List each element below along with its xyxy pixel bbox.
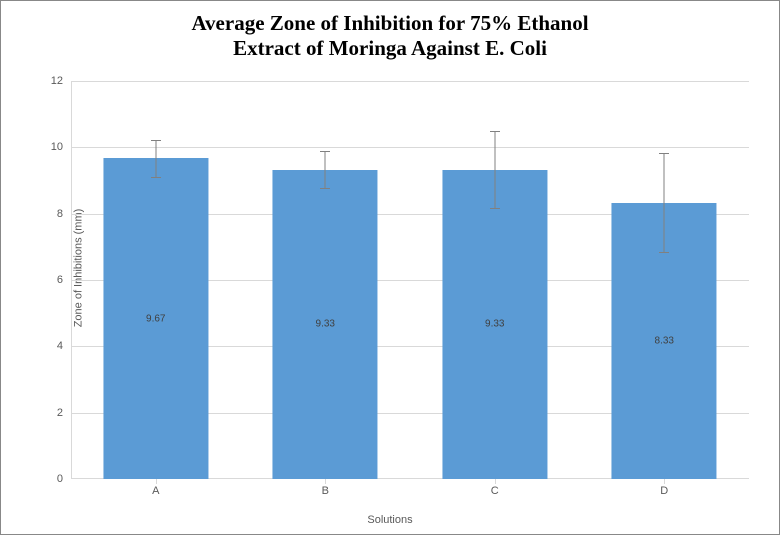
plot-area: 0246810129.67A9.33B9.33C8.33D — [71, 81, 749, 479]
error-cap-top — [659, 153, 669, 154]
chart-title-line2: Extract of Moringa Against E. Coli — [233, 36, 547, 60]
bar: 9.67 — [103, 158, 208, 479]
y-tick-label: 6 — [57, 274, 71, 286]
error-bar — [325, 151, 326, 187]
bar: 9.33 — [273, 170, 378, 479]
x-tick-label: A — [152, 479, 159, 497]
bar: 9.33 — [442, 170, 547, 479]
y-tick-label: 8 — [57, 208, 71, 220]
error-cap-bottom — [490, 208, 500, 209]
error-cap-top — [320, 151, 330, 152]
y-tick-label: 4 — [57, 340, 71, 352]
bar-value-label: 9.33 — [485, 319, 504, 330]
y-tick-label: 2 — [57, 407, 71, 419]
x-tick-label: D — [660, 479, 668, 497]
error-cap-top — [151, 140, 161, 141]
y-tick-label: 0 — [57, 473, 71, 485]
chart-title: Average Zone of Inhibition for 75% Ethan… — [1, 11, 779, 61]
error-cap-bottom — [151, 177, 161, 178]
bar-value-label: 8.33 — [655, 335, 674, 346]
x-axis-title: Solutions — [1, 514, 779, 526]
error-bar — [155, 140, 156, 176]
chart-title-line1: Average Zone of Inhibition for 75% Ethan… — [191, 11, 588, 35]
bar-value-label: 9.67 — [146, 313, 165, 324]
x-tick-label: C — [491, 479, 499, 497]
error-cap-bottom — [320, 188, 330, 189]
error-cap-top — [490, 131, 500, 132]
x-tick-label: B — [322, 479, 329, 497]
error-bar — [494, 131, 495, 207]
grid-line — [71, 147, 749, 148]
y-tick-label: 10 — [51, 141, 71, 153]
bar-value-label: 9.33 — [316, 319, 335, 330]
y-tick-label: 12 — [51, 75, 71, 87]
error-cap-bottom — [659, 252, 669, 253]
chart-container: Average Zone of Inhibition for 75% Ethan… — [0, 0, 780, 535]
error-bar — [664, 153, 665, 253]
grid-line — [71, 81, 749, 82]
